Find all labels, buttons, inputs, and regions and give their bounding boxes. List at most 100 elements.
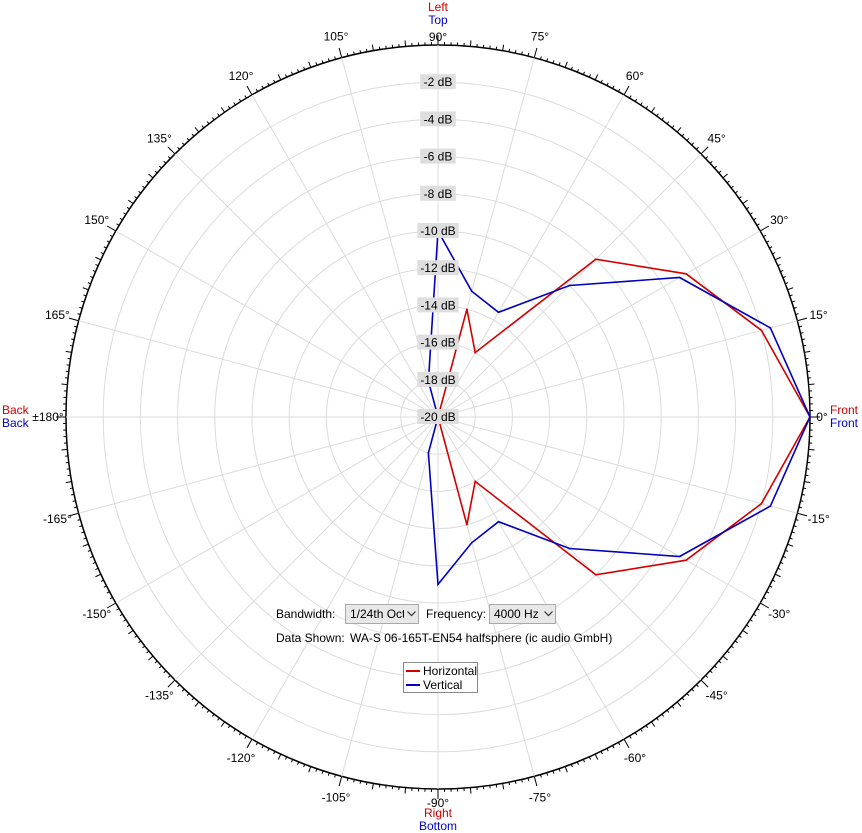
direction-label-right: Front <box>830 416 859 430</box>
legend-item-vertical: Vertical <box>406 678 462 692</box>
angle-tick <box>177 684 180 688</box>
angle-tick <box>502 783 505 790</box>
db-label-bg <box>417 334 459 350</box>
db-label-text: -14 dB <box>420 298 455 312</box>
angle-tick <box>469 787 472 794</box>
angle-tick <box>722 173 728 179</box>
angle-label: -135° <box>145 689 174 703</box>
angle-tick <box>277 753 282 760</box>
angle-tick <box>797 317 808 322</box>
angle-label: -15° <box>807 512 829 526</box>
angle-tick <box>154 660 158 664</box>
angle-tick <box>629 95 632 99</box>
angle-tick <box>142 185 146 189</box>
grid-spoke <box>341 416 439 777</box>
angle-tick <box>109 234 113 238</box>
angle-tick <box>206 709 210 713</box>
angle-tick <box>546 772 549 776</box>
angle-tick <box>72 332 76 334</box>
angle-tick <box>142 645 146 649</box>
angle-label: 105° <box>324 29 349 43</box>
angle-tick <box>650 721 656 727</box>
angle-label: ±180° <box>32 410 64 424</box>
angle-tick <box>570 764 573 768</box>
grid-spoke <box>78 320 439 418</box>
angle-tick <box>163 670 167 674</box>
angle-tick <box>612 745 615 749</box>
angle-tick <box>227 725 231 729</box>
angle-tick <box>700 679 709 688</box>
angle-tick <box>346 53 349 57</box>
grid-spoke <box>78 416 439 514</box>
angle-tick <box>738 196 742 199</box>
angle-tick <box>521 51 523 55</box>
angle-tick <box>734 640 738 644</box>
angle-tick <box>371 783 374 790</box>
grid-spoke <box>115 230 439 418</box>
db-label-bg <box>417 409 459 424</box>
data-point-vertical <box>437 583 439 586</box>
angle-tick <box>800 332 804 334</box>
angle-tick <box>718 170 722 174</box>
angle-tick <box>315 768 318 772</box>
angle-tick <box>83 294 87 297</box>
frequency-select[interactable]: 4000 Hz <box>489 604 556 624</box>
data-point-vertical <box>678 555 681 558</box>
angle-tick <box>791 300 795 303</box>
angle-tick <box>321 770 324 774</box>
angle-tick <box>791 531 795 534</box>
angle-tick <box>576 761 579 765</box>
angle-tick <box>255 88 259 92</box>
angle-tick <box>291 759 294 763</box>
angle-tick <box>72 500 76 502</box>
angle-tick <box>793 525 797 528</box>
angle-tick <box>217 113 220 117</box>
angle-tick <box>623 85 630 96</box>
angle-tick <box>71 338 75 341</box>
db-tick-label: -8 dB <box>420 185 456 201</box>
angle-tick <box>109 596 113 600</box>
angle-tick <box>206 121 210 125</box>
data-point-horizontal <box>685 272 687 275</box>
angle-tick <box>777 264 781 267</box>
angle-tick <box>734 190 738 194</box>
angle-tick <box>285 756 288 760</box>
angle-tick <box>552 770 555 774</box>
angle-tick <box>726 180 730 184</box>
angle-tick <box>81 531 85 534</box>
angle-tick <box>785 549 789 552</box>
data-point-horizontal <box>595 258 597 260</box>
angle-tick <box>552 60 555 64</box>
angle-tick <box>359 50 362 54</box>
angle-tick <box>789 294 793 297</box>
angle-tick <box>338 47 343 58</box>
angle-tick <box>167 679 176 688</box>
angle-tick <box>82 287 89 291</box>
angle-tick <box>74 506 78 509</box>
grid-spoke <box>115 416 439 604</box>
angle-tick <box>106 225 117 232</box>
bandwidth-select[interactable]: 1/24th Oct <box>345 604 419 624</box>
angle-tick <box>327 58 330 62</box>
angle-tick <box>803 487 807 490</box>
angle-tick <box>267 82 270 86</box>
angle-tick <box>90 276 94 279</box>
angle-tick <box>558 768 561 772</box>
angle-tick <box>558 62 561 66</box>
angle-tick <box>612 85 615 89</box>
angle-tick <box>308 61 312 68</box>
angle-tick <box>191 133 195 137</box>
angle-label: 165° <box>45 308 70 322</box>
angle-tick <box>128 199 134 205</box>
angle-tick <box>746 206 750 210</box>
angle-tick <box>123 619 127 622</box>
angle-tick <box>527 777 530 781</box>
angle-tick <box>722 655 728 661</box>
angle-tick <box>95 567 99 570</box>
angle-tick <box>220 107 226 113</box>
legend-item-horizontal: Horizontal <box>406 664 477 678</box>
chart-legend: Horizontal Vertical <box>403 662 478 693</box>
angle-tick <box>69 487 73 490</box>
angle-tick <box>158 165 162 169</box>
